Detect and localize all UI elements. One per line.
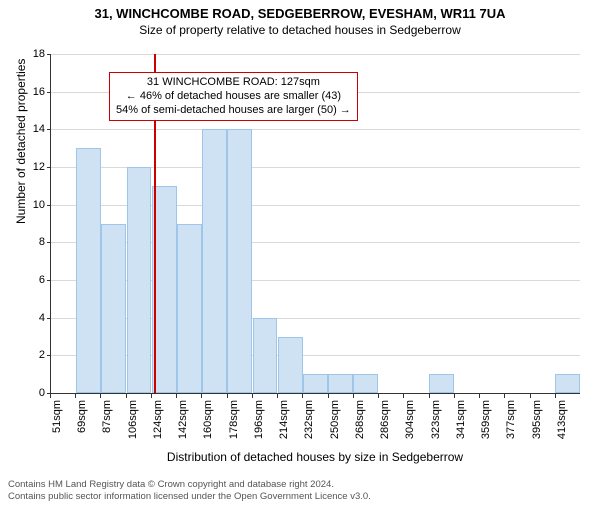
x-tick-label: 124sqm — [150, 400, 164, 439]
x-tick-label: 341sqm — [453, 400, 467, 439]
annotation-line: ← 46% of detached houses are smaller (43… — [116, 90, 351, 104]
y-tick-label: 6 — [39, 274, 51, 286]
x-tick-label: 395sqm — [529, 400, 543, 439]
plot-area: 02468101214161831 WINCHCOMBE ROAD: 127sq… — [50, 54, 580, 394]
x-tick-mark — [504, 394, 505, 398]
x-tick-mark — [277, 394, 278, 398]
x-tick-label: 196sqm — [251, 400, 265, 439]
x-tick-mark — [555, 394, 556, 398]
histogram-bar — [303, 374, 328, 393]
x-tick-label: 160sqm — [200, 400, 214, 439]
x-tick-label: 142sqm — [175, 400, 189, 439]
histogram-bar — [278, 337, 303, 394]
x-tick-mark — [50, 394, 51, 398]
x-tick-label: 87sqm — [99, 400, 113, 433]
annotation-line: 31 WINCHCOMBE ROAD: 127sqm — [116, 76, 351, 90]
x-tick-label: 413sqm — [554, 400, 568, 439]
histogram-bar — [353, 374, 378, 393]
chart-area: 02468101214161831 WINCHCOMBE ROAD: 127sq… — [50, 54, 580, 394]
x-tick-mark — [75, 394, 76, 398]
x-tick-label: 268sqm — [352, 400, 366, 439]
y-axis-label: Number of detached properties — [14, 59, 28, 224]
x-tick-mark — [302, 394, 303, 398]
annotation-line: 54% of semi-detached houses are larger (… — [116, 104, 351, 118]
x-tick-mark — [454, 394, 455, 398]
chart-subtitle: Size of property relative to detached ho… — [0, 23, 600, 37]
x-tick-label: 51sqm — [49, 400, 63, 433]
histogram-bar — [177, 224, 202, 394]
y-tick-label: 8 — [39, 236, 51, 248]
x-axis-label: Distribution of detached houses by size … — [50, 450, 580, 464]
x-tick-label: 359sqm — [478, 400, 492, 439]
footer-attribution: Contains HM Land Registry data © Crown c… — [8, 479, 371, 502]
y-tick-label: 14 — [33, 123, 51, 135]
x-tick-label: 323sqm — [428, 400, 442, 439]
x-tick-mark — [479, 394, 480, 398]
y-tick-label: 16 — [33, 86, 51, 98]
x-tick-mark — [429, 394, 430, 398]
x-tick-mark — [151, 394, 152, 398]
x-tick-label: 69sqm — [74, 400, 88, 433]
histogram-bar — [227, 129, 252, 393]
histogram-bar — [101, 224, 126, 394]
x-tick-mark — [126, 394, 127, 398]
x-tick-mark — [328, 394, 329, 398]
footer-line-2: Contains public sector information licen… — [8, 491, 371, 502]
y-tick-label: 12 — [33, 161, 51, 173]
histogram-bar — [555, 374, 580, 393]
x-tick-mark — [378, 394, 379, 398]
x-tick-mark — [201, 394, 202, 398]
gridline — [51, 54, 580, 55]
chart-title: 31, WINCHCOMBE ROAD, SEDGEBERROW, EVESHA… — [0, 6, 600, 21]
x-tick-label: 377sqm — [503, 400, 517, 439]
x-tick-mark — [100, 394, 101, 398]
footer-line-1: Contains HM Land Registry data © Crown c… — [8, 479, 371, 490]
y-tick-label: 18 — [33, 48, 51, 60]
histogram-bar — [328, 374, 353, 393]
gridline — [51, 129, 580, 130]
x-tick-mark — [252, 394, 253, 398]
x-tick-area: 51sqm 69sqm 87sqm 106sqm 124sqm 142sqm 160sqm 1… — [50, 394, 580, 454]
x-tick-label: 304sqm — [402, 400, 416, 439]
y-tick-label: 2 — [39, 349, 51, 361]
property-annotation: 31 WINCHCOMBE ROAD: 127sqm← 46% of detac… — [109, 72, 358, 121]
histogram-bar — [127, 167, 152, 393]
x-tick-label: 178sqm — [226, 400, 240, 439]
histogram-bar — [76, 148, 101, 393]
histogram-bar — [202, 129, 227, 393]
x-tick-label: 106sqm — [125, 400, 139, 439]
x-tick-label: 286sqm — [377, 400, 391, 439]
x-tick-mark — [227, 394, 228, 398]
x-tick-mark — [176, 394, 177, 398]
x-tick-label: 214sqm — [276, 400, 290, 439]
x-tick-label: 250sqm — [327, 400, 341, 439]
x-tick-mark — [403, 394, 404, 398]
y-tick-label: 10 — [33, 199, 51, 211]
x-tick-label: 232sqm — [301, 400, 315, 439]
histogram-bar — [253, 318, 278, 393]
x-tick-mark — [353, 394, 354, 398]
y-tick-label: 4 — [39, 312, 51, 324]
histogram-bar — [429, 374, 454, 393]
x-tick-mark — [530, 394, 531, 398]
